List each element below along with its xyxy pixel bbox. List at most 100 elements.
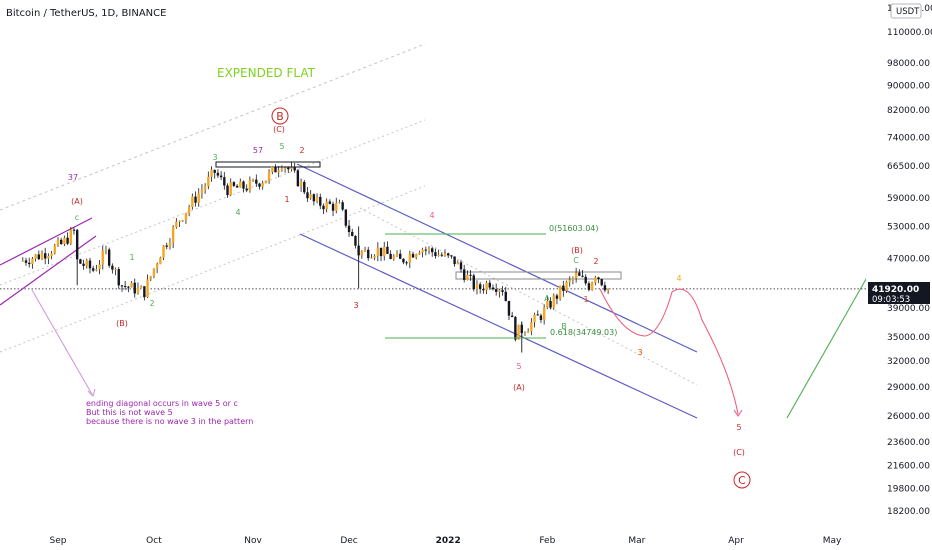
current-price-badge: 41920.00 09:03:53 (868, 282, 930, 305)
wave-label-paren_B2: (B) (571, 246, 583, 255)
candle-body (424, 249, 428, 251)
candle-body (322, 205, 325, 210)
candle-body (219, 175, 223, 178)
candle-body (296, 170, 300, 187)
resistance-box (455, 271, 622, 280)
candle-body (574, 272, 578, 279)
candle-body (216, 172, 220, 176)
candle-body (200, 189, 204, 194)
top-box (215, 161, 321, 168)
candle-body (335, 203, 338, 211)
candle-body (456, 262, 459, 265)
wave-label-r1: 1 (284, 195, 289, 204)
candle-body (504, 291, 507, 301)
candle-body (114, 269, 117, 271)
note-line-3: because there is no wave 3 in the patter… (86, 417, 253, 426)
candle-body (360, 251, 364, 256)
candle-body (466, 274, 469, 280)
candle-body (111, 265, 114, 270)
wave-label-r5_proj: 5 (736, 423, 741, 432)
candle-body (187, 206, 191, 214)
price-tick-label: 82000.00 (887, 106, 930, 116)
candle-body (472, 275, 475, 290)
candle-body (558, 285, 562, 299)
chart-title: Bitcoin / TetherUS, 1D, BINANCE (6, 8, 166, 19)
candle-body (578, 272, 581, 276)
projection-red-path (599, 288, 739, 415)
candle-body (59, 239, 63, 244)
candle-body (79, 259, 82, 264)
price-axis[interactable]: 110000.00 98000.00 90000.00 82000.00 74000.0… (866, 0, 932, 528)
candle-body (242, 181, 245, 189)
wave-label-paren_C1: (C) (273, 125, 285, 134)
price-tick-label: 47000.00 (887, 254, 930, 264)
currency-button[interactable]: USDT (890, 3, 922, 19)
price-tick-labels: 110000.00 98000.00 90000.00 82000.00 74000.0… (887, 28, 932, 517)
candle-body (280, 168, 284, 171)
candle-body (306, 192, 309, 199)
candle-body (325, 201, 328, 210)
price-tick-label: 39000.00 (887, 304, 930, 314)
wave-label-c_sep: c (75, 213, 79, 222)
candle-body (344, 209, 348, 226)
candle-body (171, 227, 175, 243)
candle-body (165, 245, 168, 247)
candle-body (213, 169, 216, 173)
current-price-badge-bg (868, 282, 930, 304)
candle-body (526, 331, 530, 333)
candle-body (440, 254, 444, 256)
time-tick-label: Feb (539, 536, 555, 546)
candle-body (34, 254, 37, 259)
candle-body (143, 286, 146, 298)
candle-body (523, 332, 527, 334)
wave-label-o4_proj: 4 (676, 274, 681, 283)
candle-body (389, 253, 392, 259)
candle-body (120, 285, 124, 287)
candle-body (485, 282, 488, 291)
candle-body (446, 253, 450, 256)
price-tick-label: 66500.00 (887, 162, 930, 172)
time-tick-label: Mar (628, 536, 645, 546)
trend-channels (0, 43, 698, 419)
candle-body (363, 249, 367, 252)
candle-body (229, 182, 232, 196)
down-channel-mid (359, 207, 698, 386)
candle-body (136, 287, 140, 294)
candle-body (69, 229, 72, 244)
range-boxes (215, 161, 622, 280)
candle-body (354, 236, 357, 246)
candle-body (235, 185, 239, 188)
wave-label-r2: 2 (299, 146, 304, 155)
candle-body (341, 202, 344, 210)
wave-label-paren_B1: (B) (116, 319, 128, 328)
candle-body (40, 253, 44, 260)
currency-button-frame (890, 3, 922, 19)
candle-body (584, 276, 587, 284)
candle-body (53, 245, 57, 254)
candle-body (606, 288, 610, 291)
candle-body (168, 242, 172, 247)
candle-body (319, 196, 322, 206)
candle-body (232, 182, 236, 186)
time-axis[interactable]: Sep Oct Nov Dec 2022 Feb Mar Apr May (0, 528, 932, 550)
projection-paths (599, 257, 879, 419)
candle-body (133, 282, 136, 294)
candle-body (175, 221, 178, 228)
candle-body (421, 249, 424, 253)
candle-body (590, 282, 594, 290)
wave-label-C_feb: C (573, 256, 579, 265)
candle-body (475, 284, 479, 290)
price-tick-label: 26000.00 (887, 412, 930, 422)
time-tick-label: Nov (244, 536, 262, 546)
candle-body (21, 260, 25, 262)
candle-body (203, 185, 207, 190)
rising-channel-mid (0, 119, 426, 286)
candle-body (251, 179, 255, 181)
plot-area[interactable] (0, 0, 866, 528)
candle-body (367, 249, 370, 259)
time-tick-label: 2022 (436, 536, 461, 546)
wave-label-B_feb: B (561, 322, 567, 331)
candle-body (264, 180, 268, 184)
